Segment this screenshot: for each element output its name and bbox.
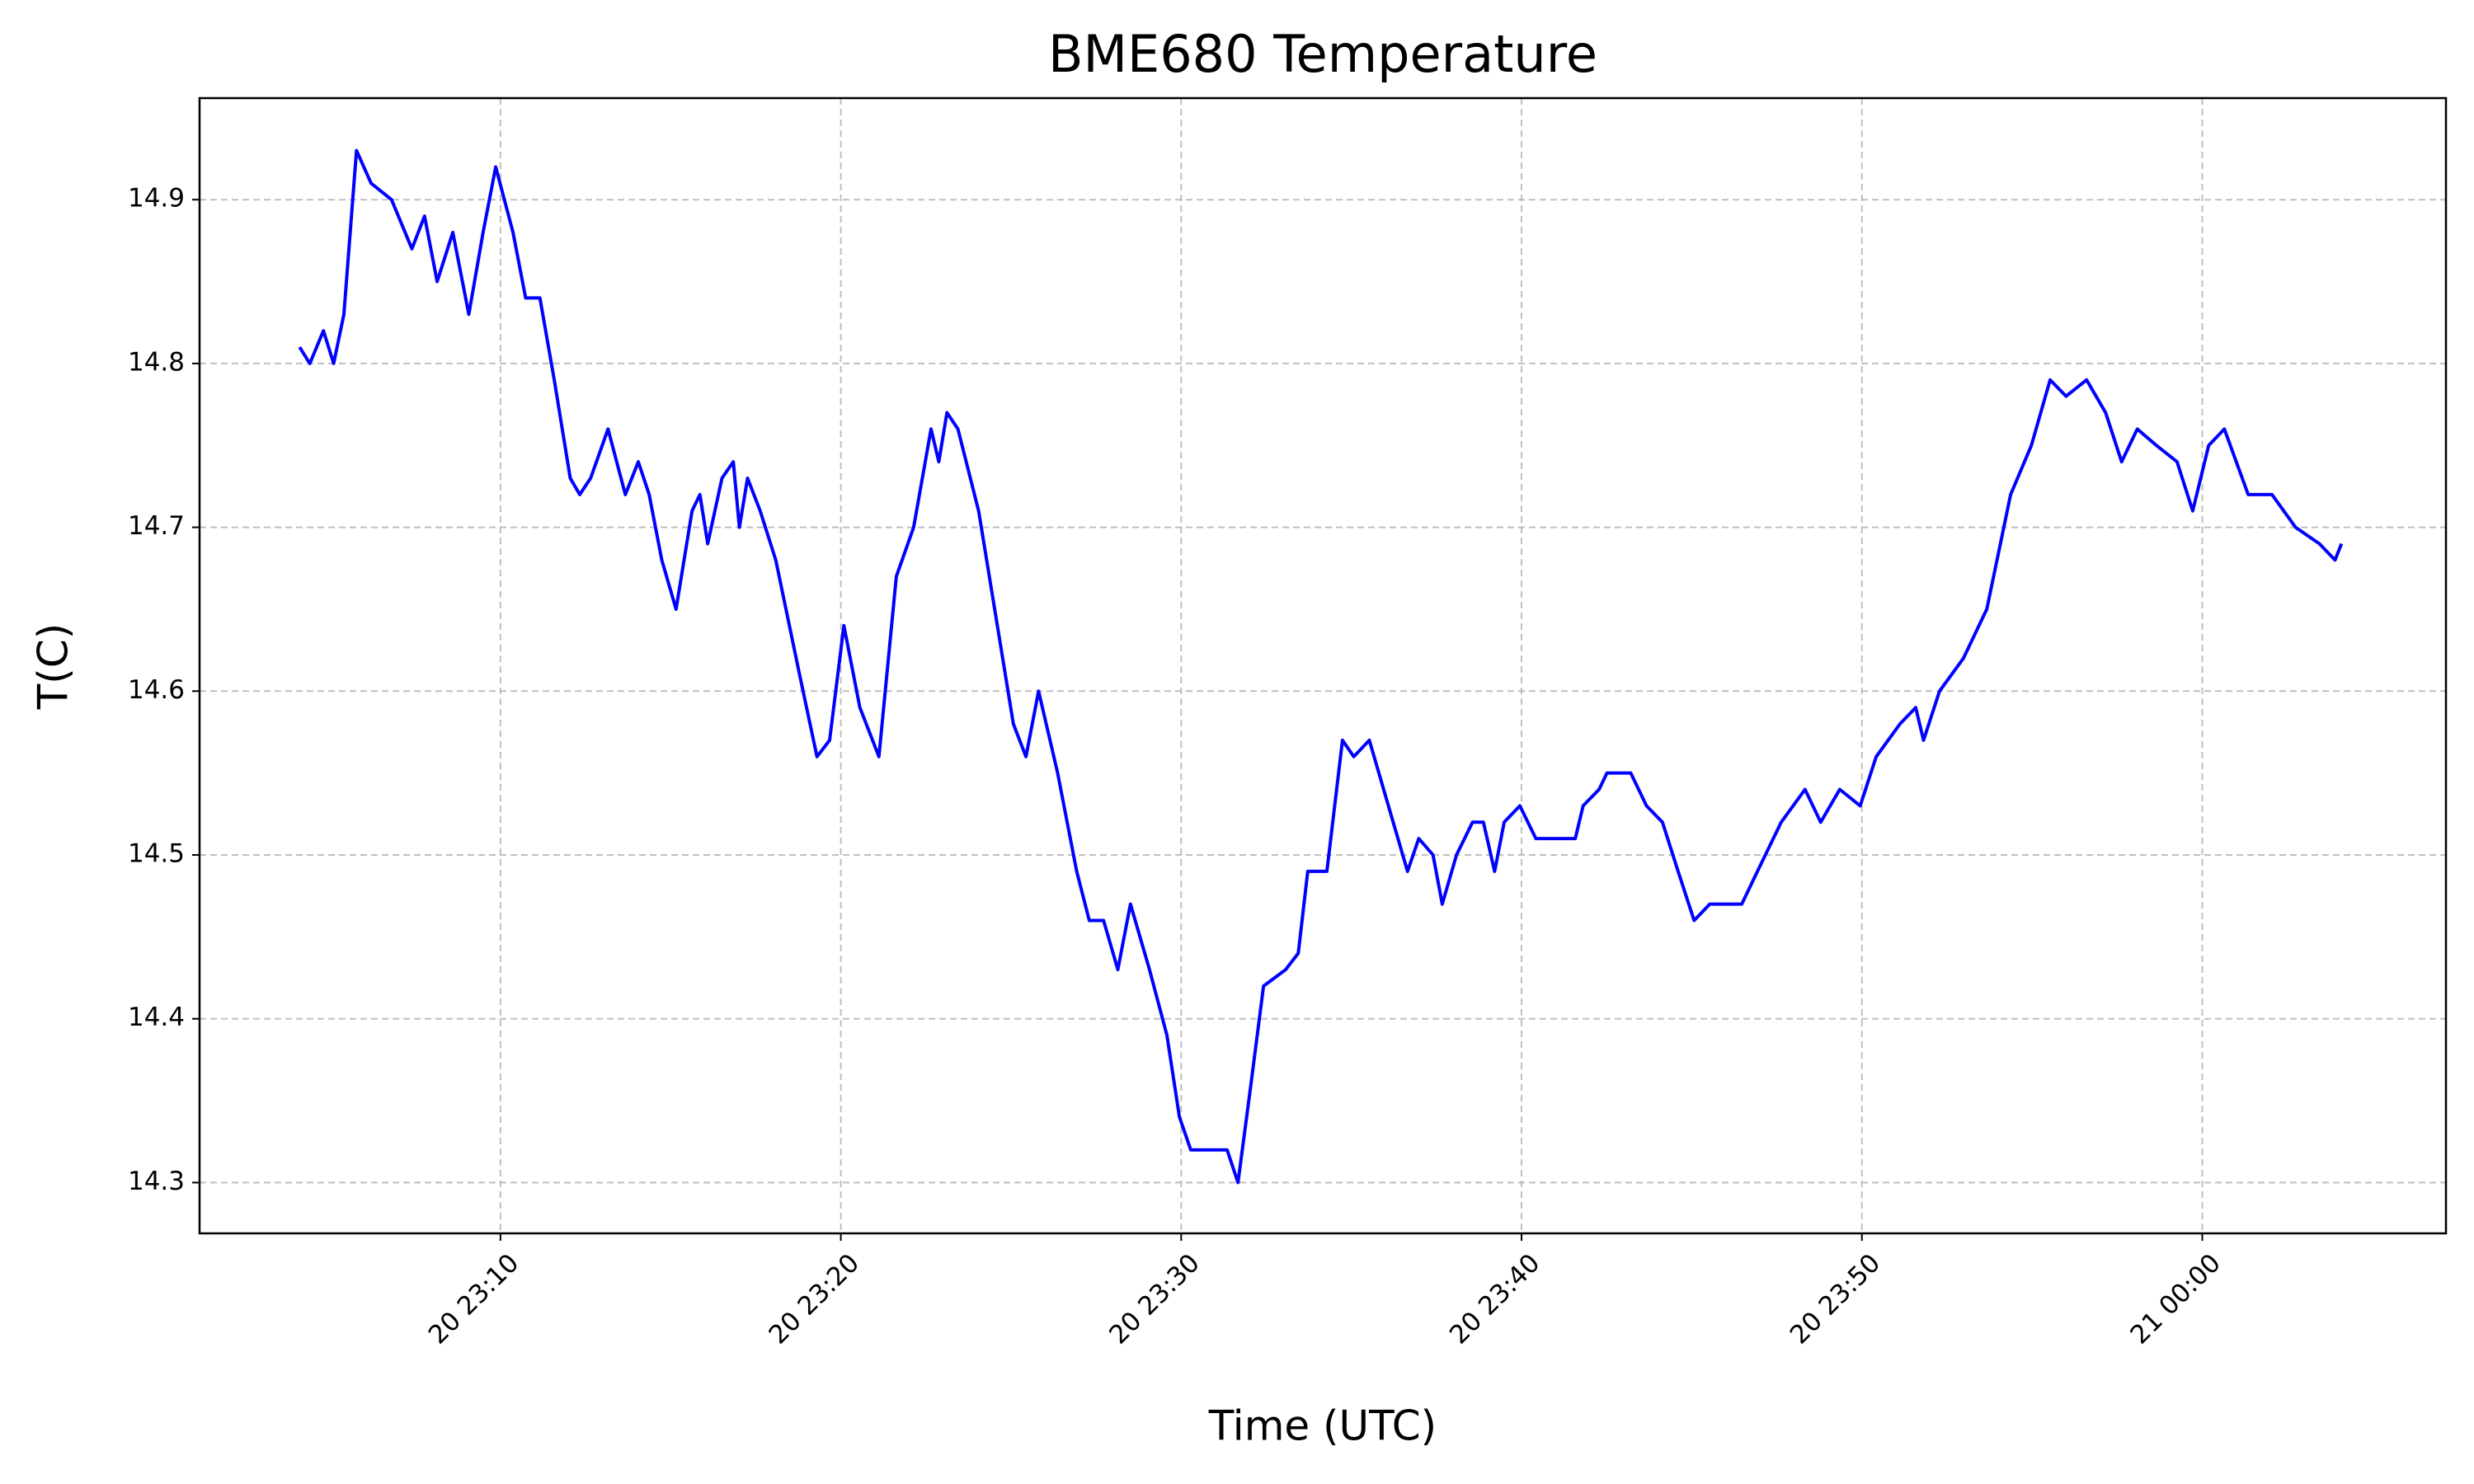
y-tick-label: 14.8 [128,347,185,377]
chart-title: BME680 Temperature [1048,24,1597,84]
y-tick-label: 14.9 [128,184,185,214]
x-tick-label: 21 00:00 [2124,1248,2226,1350]
y-tick-label: 14.4 [128,1003,185,1032]
x-tick-label: 20 23:40 [1444,1248,1545,1350]
plot-frame [198,96,2448,1235]
x-tick-label: 20 23:50 [1785,1248,1886,1350]
x-tick-label: 20 23:10 [423,1248,524,1350]
x-tick-label: 20 23:30 [1103,1248,1205,1350]
y-tick-label: 14.5 [128,839,185,869]
x-tick-label: 20 23:20 [764,1248,865,1350]
data-line [298,148,2344,1185]
y-tick-label: 14.7 [128,511,185,541]
x-axis-label: Time (UTC) [1208,1402,1437,1450]
y-tick-label: 14.6 [128,675,185,705]
y-axis-label: T(C) [30,623,78,710]
y-tick-label: 14.3 [128,1167,185,1196]
